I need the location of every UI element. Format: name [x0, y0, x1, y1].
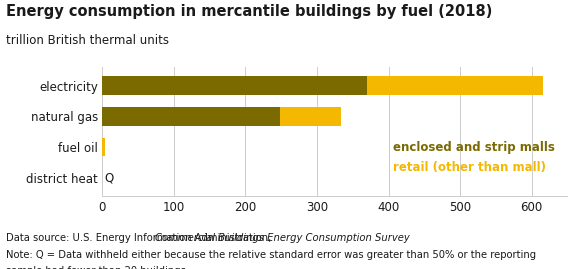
Text: Q: Q [105, 171, 113, 185]
Text: trillion British thermal units: trillion British thermal units [6, 34, 169, 47]
Bar [102, 76, 367, 95]
Bar [102, 107, 280, 126]
Text: enclosed and strip malls: enclosed and strip malls [393, 141, 555, 154]
Text: retail (other than mall): retail (other than mall) [393, 161, 546, 175]
Text: Commercial Buildings Energy Consumption Survey: Commercial Buildings Energy Consumption … [155, 233, 410, 243]
Bar [367, 76, 543, 95]
Bar [280, 107, 342, 126]
Bar [102, 138, 105, 156]
Text: sample had fewer than 20 buildings.: sample had fewer than 20 buildings. [6, 266, 189, 269]
Text: Energy consumption in mercantile buildings by fuel (2018): Energy consumption in mercantile buildin… [6, 4, 492, 19]
Text: Note: Q = Data withheld either because the relative standard error was greater t: Note: Q = Data withheld either because t… [6, 250, 536, 260]
Text: Data source: U.S. Energy Information Administration,: Data source: U.S. Energy Information Adm… [6, 233, 274, 243]
